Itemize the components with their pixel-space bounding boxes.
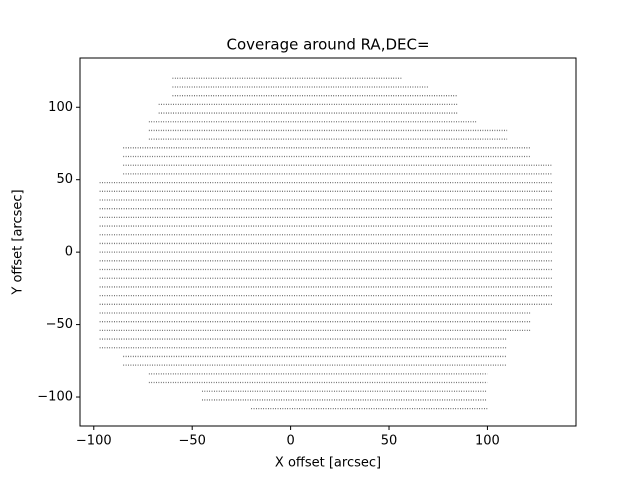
plot-frame (79, 57, 577, 427)
x-tick-label: −100 (76, 434, 112, 449)
x-axis-label: X offset [arcsec] (275, 456, 381, 471)
y-tick-label: 100 (48, 100, 73, 115)
x-tick-label: −50 (178, 434, 205, 449)
x-tick-label: 50 (381, 434, 398, 449)
x-tick-label: 100 (475, 434, 500, 449)
y-tick-label: 50 (56, 172, 73, 187)
y-tick-label: 0 (65, 245, 73, 260)
chart-title: Coverage around RA,DEC= (226, 36, 429, 54)
y-tick-label: −50 (46, 317, 73, 332)
y-axis-label: Y offset [arcsec] (11, 189, 26, 295)
y-tick-label: −100 (37, 390, 73, 405)
x-tick-label: 0 (286, 434, 294, 449)
